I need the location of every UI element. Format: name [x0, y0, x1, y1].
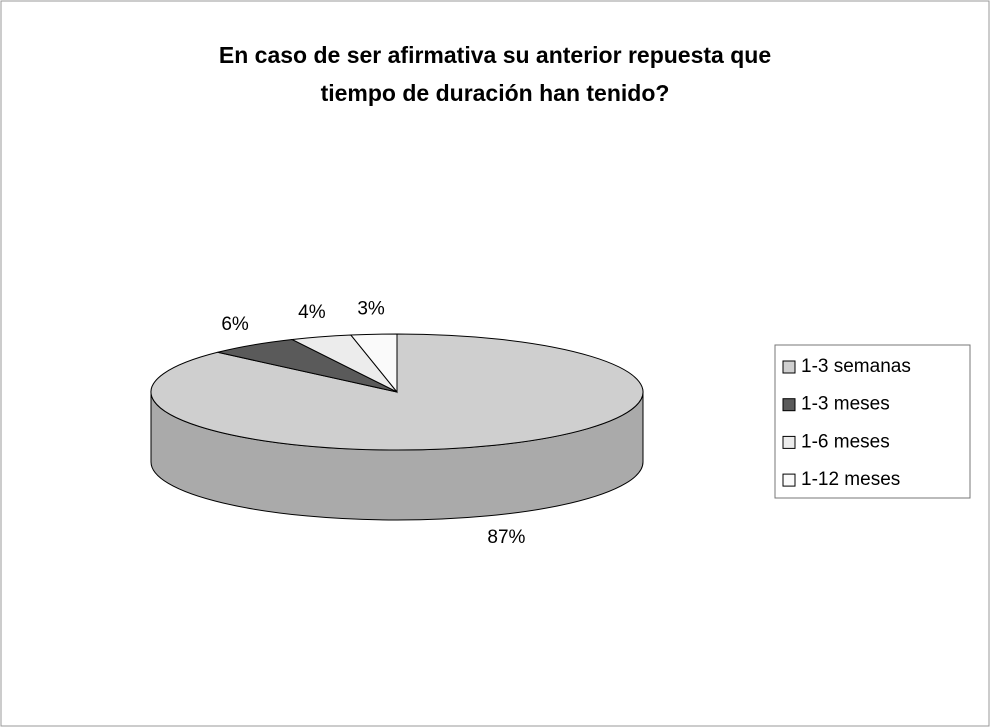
legend-swatch: [782, 435, 796, 449]
legend-swatch: [782, 360, 796, 374]
chart-title: tiempo de duración han tenido?: [321, 80, 670, 106]
data-label: 6%: [221, 314, 249, 335]
data-label: 87%: [487, 527, 525, 548]
data-label: 4%: [298, 302, 326, 323]
legend-label: 1-6 meses: [801, 431, 890, 452]
slice: [349, 333, 398, 394]
chart-title: En caso de ser afirmativa su anterior re…: [219, 42, 771, 68]
data-label: 3%: [357, 298, 385, 319]
legend-label: 1-3 semanas: [801, 356, 911, 377]
legend-swatch: [782, 398, 796, 412]
legend-label: 1-3 meses: [801, 394, 890, 415]
legend-box: [774, 344, 971, 499]
legend-swatch: [782, 473, 796, 487]
legend-label: 1-12 meses: [801, 469, 900, 490]
